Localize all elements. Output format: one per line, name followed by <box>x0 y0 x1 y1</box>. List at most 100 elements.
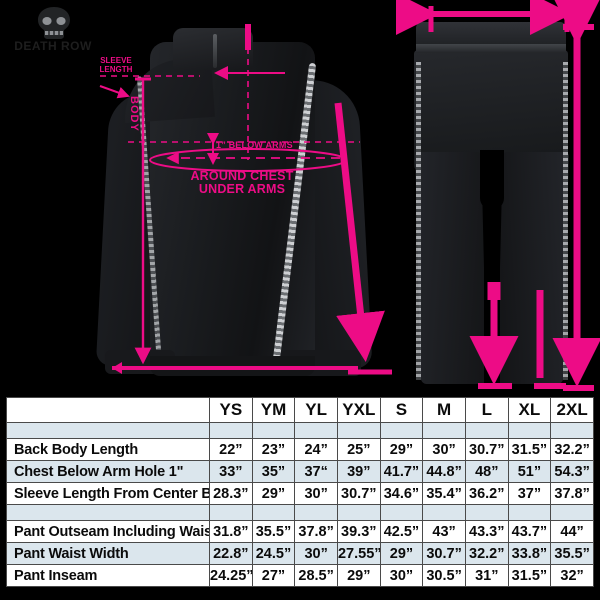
cell-ym: 24.5” <box>251 542 296 565</box>
cell-yl: 37.8” <box>294 520 338 543</box>
row-label: Pant Inseam <box>6 564 210 587</box>
jacket-zipper <box>213 34 217 68</box>
cell-2xl <box>550 504 594 521</box>
header-ys: YS <box>209 397 253 423</box>
cell-yxl: 27.55” <box>336 542 381 565</box>
cell-l: 36.2” <box>464 482 509 505</box>
cell-ys: 31.8” <box>209 520 253 543</box>
header-2xl: 2XL <box>550 397 594 423</box>
cell-m: 43” <box>422 520 466 543</box>
row-label <box>6 504 210 521</box>
table-row: Sleeve Length From Center Back28.3”29”30… <box>6 482 594 505</box>
cell-yl <box>294 504 338 521</box>
cell-ym: 29” <box>251 482 296 505</box>
cell-s: 29” <box>379 542 424 565</box>
sleeve-length-tag: SLEEVE LENGTH <box>88 56 144 74</box>
cell-ys: 22” <box>209 438 253 461</box>
cell-xl: 31.5” <box>507 438 552 461</box>
cell-2xl: 32.2” <box>550 438 594 461</box>
cell-l: 43.3” <box>464 520 509 543</box>
cell-xl: 31.5” <box>507 564 552 587</box>
cell-xl <box>507 422 552 439</box>
cell-l <box>464 504 509 521</box>
around-chest-line1: AROUND CHEST <box>190 169 294 183</box>
cell-xl: 43.7” <box>507 520 552 543</box>
cell-yxl <box>336 422 381 439</box>
cell-xl: 33.8” <box>507 542 552 565</box>
size-chart-table-container: YS YM YL YXL S M L XL 2XL Back Body Leng… <box>0 393 600 600</box>
below-arms-label: 1” BELOW ARMS <box>216 140 293 150</box>
cell-yl: 30” <box>294 542 338 565</box>
cell-yl: 37“ <box>294 460 338 483</box>
table-row: Pant Outseam Including Waist 31.8” 35.5” 37… <box>6 520 594 543</box>
cell-m <box>422 422 466 439</box>
row-label: Pant Waist Width <box>6 542 210 565</box>
cell-yl: 30” <box>294 482 338 505</box>
cell-2xl <box>550 422 594 439</box>
cell-yxl: 39.3” <box>336 520 381 543</box>
pants-right-stripe <box>563 62 568 380</box>
cell-ys: 33” <box>209 460 253 483</box>
row-label <box>6 422 210 439</box>
table-header-row: YS YM YL YXL S M L XL 2XL <box>6 397 594 423</box>
cell-s <box>379 422 424 439</box>
jacket-illustration <box>95 20 385 390</box>
cell-s: 29” <box>379 438 424 461</box>
cell-2xl: 37.8” <box>550 482 594 505</box>
pants-leg-gap <box>484 198 500 388</box>
table-row: Back Body Length 22” 23” 24” 25” 29” 30” 30.7” 3… <box>6 438 594 461</box>
cell-l: 48” <box>464 460 509 483</box>
around-chest-label: AROUND CHEST UNDER ARMS <box>178 170 306 196</box>
cell-s: 41.7” <box>379 460 424 483</box>
cell-m: 30.7” <box>422 542 466 565</box>
pants-waistband <box>416 44 566 53</box>
cell-s: 34.6” <box>379 482 424 505</box>
sleeve-tag-line1: SLEEVE <box>100 56 132 65</box>
cell-ym: 27” <box>251 564 296 587</box>
cell-yxl: 25” <box>336 438 381 461</box>
cell-m <box>422 504 466 521</box>
cell-ym: 35” <box>251 460 296 483</box>
cell-ym <box>251 422 296 439</box>
pants-left-stripe <box>416 62 421 380</box>
cell-yxl <box>336 504 381 521</box>
cell-yxl: 39” <box>336 460 381 483</box>
sleeve-tag-line2: LENGTH <box>99 64 133 74</box>
cell-l: 32.2” <box>464 542 509 565</box>
cell-2xl: 35.5” <box>550 542 594 565</box>
pants-illustration <box>408 22 578 390</box>
table-body: Back Body Length 22” 23” 24” 25” 29” 30” 30.7” 3… <box>6 422 594 587</box>
cell-ys: 22.8” <box>209 542 253 565</box>
table-spacer-row <box>6 504 594 521</box>
cell-xl: 37” <box>507 482 552 505</box>
table-row: Pant Waist Width 22.8” 24.5” 30” 27.55” 29” 30… <box>6 542 594 565</box>
cell-s <box>379 504 424 521</box>
cell-yxl: 30.7” <box>336 482 381 505</box>
row-label: Chest Below Arm Hole 1" <box>6 460 210 483</box>
cell-ys: 28.3” <box>209 482 253 505</box>
header-yxl: YXL <box>336 397 381 423</box>
cell-ym: 23” <box>251 438 296 461</box>
cell-2xl: 32” <box>550 564 594 587</box>
garment-illustration-area: DEATH ROW <box>14 0 600 391</box>
cell-l: 31” <box>464 564 509 587</box>
cell-yl: 28.5” <box>294 564 338 587</box>
cell-2xl: 54.3” <box>550 460 594 483</box>
around-chest-line2: UNDER ARMS <box>198 182 286 196</box>
cell-yl: 24” <box>294 438 338 461</box>
cell-ys <box>209 504 253 521</box>
row-label: Back Body Length <box>6 438 210 461</box>
skull-logo-icon <box>38 7 70 39</box>
cell-m: 30” <box>422 438 466 461</box>
cell-l <box>464 422 509 439</box>
cell-2xl: 44” <box>550 520 594 543</box>
cell-ys <box>209 422 253 439</box>
cell-ym <box>251 504 296 521</box>
pants-right-leg <box>497 152 569 384</box>
table-row: Pant Inseam 24.25” 27” 28.5” 29” 30” 30.5” 31” 3… <box>6 564 594 587</box>
header-m: M <box>422 397 466 423</box>
cell-m: 44.8” <box>422 460 466 483</box>
row-label: Sleeve Length From Center Back <box>6 482 210 505</box>
cell-xl <box>507 504 552 521</box>
